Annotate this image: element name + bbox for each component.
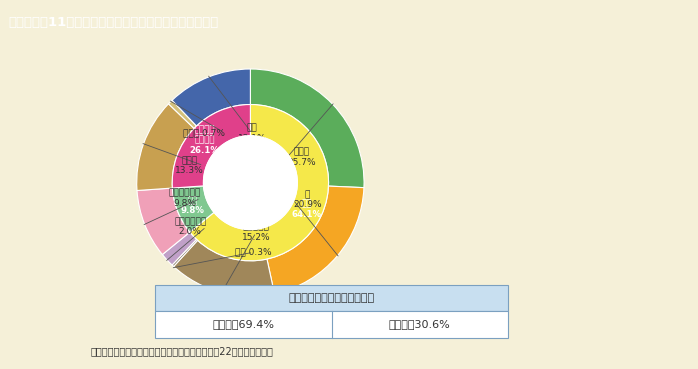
FancyBboxPatch shape (155, 311, 508, 338)
Text: その他の親族
2.0%: その他の親族 2.0% (174, 217, 207, 237)
FancyBboxPatch shape (155, 286, 508, 311)
Wedge shape (267, 186, 364, 294)
Wedge shape (172, 239, 198, 266)
Wedge shape (137, 104, 194, 190)
Text: 同居の家族介護者の男女内訳: 同居の家族介護者の男女内訳 (288, 293, 375, 303)
Circle shape (204, 136, 297, 230)
Wedge shape (174, 240, 274, 296)
Text: 別居の家族等
9.8%: 別居の家族等 9.8% (168, 189, 200, 208)
Text: 事業者
13.3%: 事業者 13.3% (174, 156, 204, 175)
Wedge shape (168, 100, 197, 128)
Text: 配偶者
25.7%: 配偶者 25.7% (288, 147, 316, 167)
Wedge shape (251, 69, 364, 188)
Wedge shape (137, 188, 190, 255)
Text: 女　性　69.4%: 女 性 69.4% (212, 320, 274, 330)
Wedge shape (163, 232, 197, 265)
Text: 第１－５－11図　要介護者等から見た主な介護者の続柄: 第１－５－11図 要介護者等から見た主な介護者の続柄 (8, 15, 218, 28)
Wedge shape (172, 69, 251, 126)
Wedge shape (172, 104, 251, 188)
Wedge shape (190, 104, 329, 261)
Text: 同別居の
区別なし
26.1%: 同別居の 区別なし 26.1% (190, 125, 220, 155)
Text: 不詳
12.1%: 不詳 12.1% (237, 123, 266, 143)
Text: その他 0.7%: その他 0.7% (183, 128, 225, 137)
Text: 別居
9.8%: 別居 9.8% (180, 196, 205, 215)
Text: 子の配偶者
15.2%: 子の配偶者 15.2% (242, 223, 270, 242)
Text: 男　性　30.6%: 男 性 30.6% (389, 320, 451, 330)
Text: 子
20.9%: 子 20.9% (293, 190, 322, 209)
Text: 父母 0.3%: 父母 0.3% (235, 248, 272, 257)
Wedge shape (172, 186, 214, 232)
Text: （備考）厚生労働省「国民生活基礎調査」（平成22年）より作成。: （備考）厚生労働省「国民生活基礎調査」（平成22年）より作成。 (91, 346, 274, 356)
Text: 同居
64.1%: 同居 64.1% (292, 200, 322, 219)
